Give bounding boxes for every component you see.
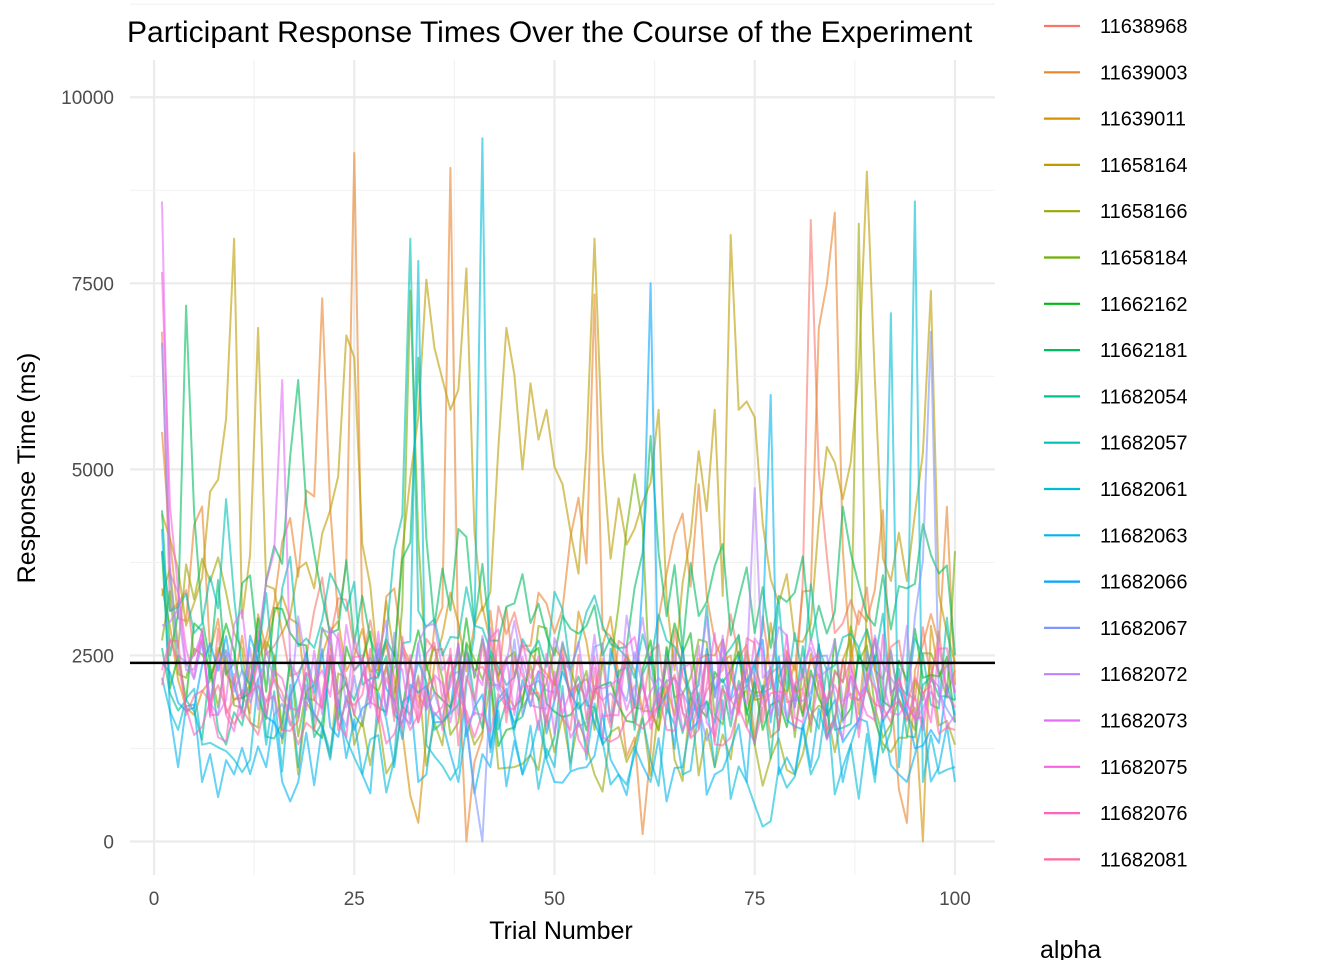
legend-item: 11658184	[1044, 248, 1188, 270]
y-tick-label: 7500	[72, 274, 114, 295]
legend-label: 11682057	[1100, 433, 1188, 455]
series-line-11682067	[161, 330, 956, 843]
series-line-11682066	[161, 282, 956, 750]
legend-label: 11639011	[1100, 109, 1186, 131]
legend: 11638968 11639003 11639011 11658164 11658166…	[1044, 16, 1188, 871]
legend-label: 11682067	[1100, 618, 1188, 640]
legend-label: 11682073	[1100, 711, 1188, 733]
legend-label: 11682072	[1100, 664, 1188, 686]
series-lines	[161, 137, 956, 843]
legend-label: 11682061	[1100, 479, 1188, 501]
legend-label: 11682054	[1100, 386, 1188, 408]
series-line-11682057	[161, 237, 956, 710]
x-tick-label: 100	[939, 889, 971, 910]
y-tick-label: 5000	[72, 460, 114, 481]
legend-label: 11638968	[1100, 16, 1188, 38]
legend-label: 11662181	[1100, 340, 1188, 362]
legend-label: 11682075	[1100, 757, 1188, 779]
legend-item: 11682075	[1044, 757, 1188, 779]
legend-label: 11662162	[1100, 294, 1188, 316]
legend-alpha-title: alpha	[1040, 936, 1101, 960]
series-line-11682081	[161, 635, 956, 747]
x-tick-label: 50	[544, 889, 565, 910]
legend-item: 11638968	[1044, 16, 1188, 38]
legend-label: 11658164	[1100, 155, 1188, 177]
legend-item: 11639011	[1044, 109, 1186, 131]
legend-item: 11682073	[1044, 711, 1188, 733]
legend-item: 11662181	[1044, 340, 1188, 362]
y-axis-title: Response Time (ms)	[13, 353, 41, 584]
legend-item: 11658166	[1044, 201, 1188, 223]
series-line-11639003	[161, 152, 956, 843]
legend-item: 11658164	[1044, 155, 1188, 177]
y-tick-label: 10000	[61, 88, 114, 109]
x-tick-label: 75	[744, 889, 765, 910]
legend-item: 11639003	[1044, 62, 1188, 84]
legend-label: 11658166	[1100, 201, 1188, 223]
x-tick-label: 25	[344, 889, 365, 910]
legend-label: 11682066	[1100, 572, 1188, 594]
legend-item: 11682081	[1044, 849, 1188, 871]
y-tick-label: 2500	[72, 646, 114, 667]
legend-label: 11658184	[1100, 248, 1188, 270]
legend-label: 11682076	[1100, 803, 1188, 825]
legend-item: 11682067	[1044, 618, 1188, 640]
legend-item: 11682054	[1044, 386, 1188, 408]
legend-item: 11682061	[1044, 479, 1188, 501]
series-line-11682063	[161, 393, 956, 803]
legend-label: 11682081	[1100, 849, 1188, 871]
legend-item: 11682063	[1044, 525, 1188, 547]
legend-label: 11682063	[1100, 525, 1188, 547]
y-tick-label: 0	[103, 833, 114, 854]
legend-item: 11682072	[1044, 664, 1188, 686]
legend-item: 11682057	[1044, 433, 1188, 455]
tick-labels: 0 25 50 75 100 0 2500 5000 7500 10000	[61, 88, 971, 910]
series-line-11662181	[161, 304, 956, 676]
x-axis-title: Trial Number	[489, 917, 633, 945]
legend-item: 11682066	[1044, 572, 1188, 594]
chart-title: Participant Response Times Over the Cour…	[127, 16, 973, 49]
x-tick-label: 0	[149, 889, 160, 910]
series-line-11682073	[161, 201, 956, 742]
legend-item: 11682076	[1044, 803, 1188, 825]
legend-item: 11662162	[1044, 294, 1188, 316]
legend-label: 11639003	[1100, 62, 1188, 84]
